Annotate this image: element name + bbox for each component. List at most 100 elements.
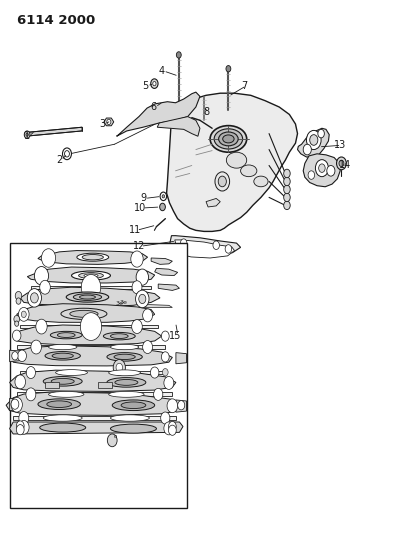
Polygon shape (17, 304, 155, 322)
Text: 8: 8 (203, 107, 209, 117)
Circle shape (160, 203, 165, 211)
Circle shape (136, 269, 149, 285)
Polygon shape (10, 370, 176, 391)
Ellipse shape (45, 352, 80, 360)
Circle shape (15, 321, 19, 326)
Text: 14: 14 (339, 160, 352, 171)
Circle shape (27, 288, 42, 307)
Circle shape (161, 412, 170, 424)
Circle shape (13, 330, 21, 341)
Circle shape (151, 79, 158, 88)
Circle shape (284, 169, 290, 177)
Circle shape (153, 82, 156, 86)
Circle shape (143, 341, 153, 353)
Polygon shape (20, 287, 160, 306)
Polygon shape (175, 240, 235, 258)
Ellipse shape (111, 424, 156, 433)
Circle shape (164, 376, 174, 390)
Circle shape (18, 308, 29, 321)
Ellipse shape (82, 255, 103, 260)
Ellipse shape (214, 129, 243, 149)
Ellipse shape (49, 391, 84, 397)
Polygon shape (20, 370, 165, 374)
Polygon shape (176, 400, 186, 412)
Circle shape (18, 421, 29, 434)
Circle shape (26, 367, 35, 378)
Text: 6: 6 (150, 102, 156, 112)
Text: 9: 9 (140, 193, 146, 204)
Circle shape (169, 422, 176, 432)
Text: 13: 13 (334, 140, 346, 150)
Circle shape (31, 293, 38, 303)
Text: 3: 3 (99, 119, 105, 129)
Ellipse shape (111, 344, 139, 350)
Circle shape (11, 397, 22, 412)
Polygon shape (17, 345, 165, 349)
Ellipse shape (73, 294, 102, 301)
Circle shape (62, 148, 71, 160)
Polygon shape (157, 117, 200, 136)
Polygon shape (13, 325, 162, 345)
Circle shape (80, 313, 102, 341)
Ellipse shape (40, 423, 86, 432)
Ellipse shape (112, 400, 155, 410)
Circle shape (131, 251, 143, 267)
Circle shape (284, 201, 290, 209)
Circle shape (151, 367, 159, 378)
Ellipse shape (121, 402, 146, 409)
Ellipse shape (109, 370, 140, 376)
Polygon shape (25, 127, 82, 136)
Text: 11: 11 (129, 225, 141, 236)
Polygon shape (303, 154, 340, 187)
Polygon shape (176, 353, 186, 364)
Circle shape (26, 388, 36, 401)
Circle shape (36, 319, 47, 334)
Circle shape (16, 421, 24, 431)
Circle shape (162, 195, 164, 198)
Circle shape (154, 389, 163, 400)
Text: 10: 10 (134, 203, 146, 213)
Circle shape (176, 52, 181, 58)
Circle shape (218, 176, 226, 187)
Text: o: o (114, 433, 118, 439)
Circle shape (24, 131, 30, 139)
Circle shape (164, 422, 174, 435)
Polygon shape (158, 284, 180, 290)
Circle shape (64, 151, 69, 157)
Ellipse shape (103, 333, 135, 340)
Circle shape (31, 340, 42, 354)
Text: 15: 15 (169, 330, 182, 341)
Circle shape (162, 352, 169, 362)
Bar (98, 382, 112, 388)
Circle shape (169, 425, 176, 435)
Ellipse shape (107, 353, 142, 361)
Ellipse shape (111, 415, 149, 421)
Ellipse shape (254, 176, 268, 187)
Circle shape (139, 294, 146, 304)
Circle shape (225, 245, 232, 253)
Circle shape (327, 165, 335, 176)
Circle shape (308, 171, 315, 179)
Polygon shape (17, 392, 172, 396)
Polygon shape (155, 268, 177, 276)
Circle shape (12, 352, 18, 360)
Ellipse shape (43, 376, 82, 386)
Circle shape (42, 249, 55, 267)
Ellipse shape (114, 354, 135, 360)
Ellipse shape (79, 272, 103, 278)
Circle shape (284, 193, 290, 201)
Circle shape (315, 160, 328, 176)
Circle shape (107, 119, 111, 125)
Polygon shape (10, 398, 20, 410)
Text: 2: 2 (57, 155, 63, 165)
Polygon shape (206, 198, 220, 207)
Ellipse shape (77, 253, 109, 261)
Ellipse shape (241, 165, 257, 176)
Circle shape (135, 290, 149, 308)
Circle shape (16, 298, 21, 304)
Ellipse shape (43, 415, 82, 421)
Circle shape (14, 316, 20, 323)
Text: 7: 7 (242, 81, 248, 91)
Ellipse shape (226, 152, 247, 168)
Circle shape (107, 434, 117, 447)
